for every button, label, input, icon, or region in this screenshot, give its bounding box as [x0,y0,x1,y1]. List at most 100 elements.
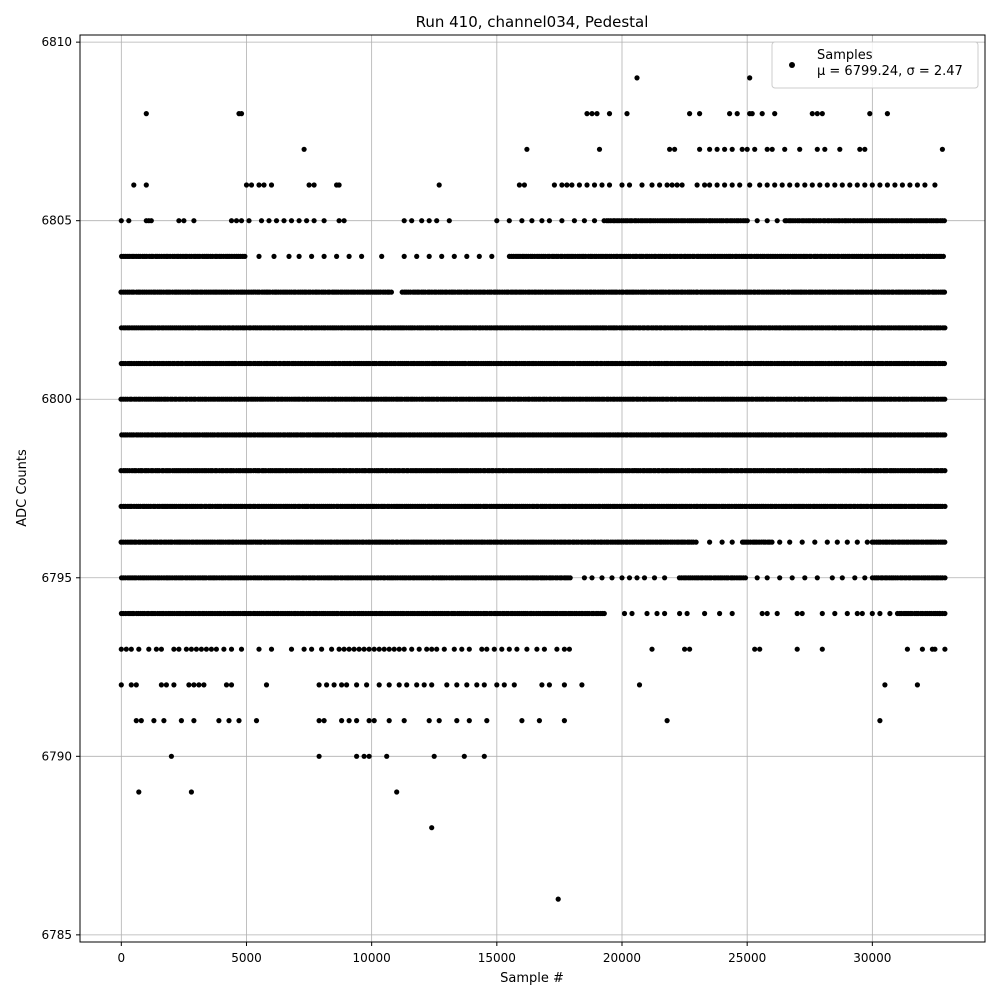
data-point [316,682,322,688]
data-point [772,182,778,188]
data-point [837,146,843,152]
data-point [539,218,545,224]
y-tick-label: 6810 [41,35,72,49]
data-point [817,182,823,188]
data-point [621,610,628,617]
data-point [193,646,199,652]
data-point [752,646,758,652]
data-point [729,182,735,188]
data-point [461,753,467,759]
data-point [421,682,427,688]
data-point [749,111,755,117]
data-point [862,575,868,581]
data-point [364,682,370,688]
data-point [877,182,883,188]
data-point [238,646,245,652]
data-point [341,218,347,224]
data-point [336,182,342,188]
data-point [371,646,377,652]
data-point [566,646,573,652]
data-point [459,646,465,652]
data-point [942,575,948,581]
data-point [271,253,277,259]
data-point [414,682,420,688]
x-tick-label: 20000 [603,951,641,965]
data-point [772,111,778,117]
data-point [722,146,728,152]
data-point [799,610,805,617]
plot-frame [79,34,986,943]
data-point [877,718,883,724]
data-point [379,253,385,259]
x-tick-label: 5000 [231,951,262,965]
data-point [752,146,758,152]
data-point [161,718,167,724]
data-point [591,218,598,224]
data-point [662,610,668,617]
data-point [687,646,693,652]
data-point [606,182,613,188]
data-point [484,646,490,652]
data-point [764,610,770,617]
data-point [386,682,392,688]
data-point [754,218,760,224]
data-point [354,682,360,688]
data-point [256,646,262,652]
data-point [882,682,888,688]
data-point [554,646,560,652]
data-point [942,539,948,545]
data-point [674,182,680,188]
data-point [454,682,460,688]
data-point [707,182,713,188]
y-tick-label: 6795 [41,571,72,585]
data-point [844,610,850,617]
data-point [429,646,435,652]
data-point [664,718,670,724]
data-point [832,610,838,617]
data-point [759,111,765,117]
data-point [589,111,595,117]
data-point [569,182,575,188]
data-point [416,646,422,652]
data-point [489,253,495,259]
data-point [258,218,265,224]
data-point [201,682,207,688]
data-point [268,182,275,188]
data-point [667,146,673,152]
data-point [146,646,152,652]
data-point [216,718,222,724]
x-tick-label: 15000 [478,951,516,965]
data-point [424,646,430,652]
data-point [639,182,645,188]
data-point [153,646,159,652]
data-point [431,753,437,759]
data-point [246,218,252,224]
data-point [777,575,783,581]
data-point [599,575,605,581]
x-tick-label: 30000 [853,951,891,965]
data-point [564,182,570,188]
data-point [651,575,658,581]
data-point [539,682,545,688]
data-point [794,646,800,652]
data-point [581,218,588,224]
y-axis-ticks: 6785 6790 6795 6800 6805 6810 [41,35,80,942]
data-point [596,146,603,152]
data-point [546,218,553,224]
data-point [261,182,267,188]
data-point [584,111,590,117]
data-point [594,111,600,117]
data-point [649,182,655,188]
data-point [286,253,292,259]
data-point [188,789,194,795]
data-point [787,182,793,188]
data-point [198,646,204,652]
data-point [143,182,149,188]
data-point [571,218,578,224]
data-point [546,682,553,688]
data-point [717,610,723,617]
data-point [208,646,214,652]
data-point [188,646,194,652]
data-point [371,718,377,724]
data-point [626,182,633,188]
